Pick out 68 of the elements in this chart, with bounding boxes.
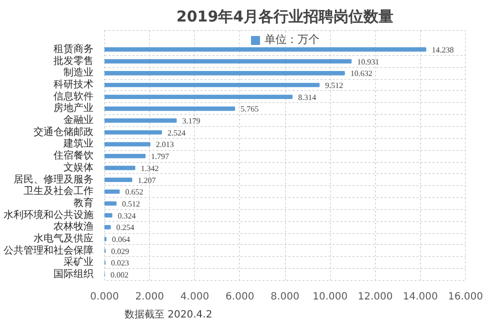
data-label: 14.238 xyxy=(432,45,454,54)
data-label: 1.207 xyxy=(138,176,156,185)
data-label: 3.179 xyxy=(182,116,200,126)
x-tick-label: 16.000 xyxy=(448,292,484,302)
y-tick-label: 卫生及社会工作 xyxy=(24,185,94,198)
bar xyxy=(104,106,236,111)
bar xyxy=(104,47,426,52)
data-label: 1.797 xyxy=(151,152,170,162)
bar xyxy=(104,142,150,146)
bar xyxy=(104,154,146,158)
y-tick-label: 国际组织 xyxy=(54,268,94,280)
y-tick-label: 教育 xyxy=(74,196,94,209)
data-label: 0.254 xyxy=(116,223,134,232)
bar xyxy=(104,213,112,218)
y-tick-label: 采矿业 xyxy=(64,256,94,268)
x-tick-label: 6.000 xyxy=(226,292,254,302)
data-label: 5.765 xyxy=(240,104,259,114)
data-label: 10.632 xyxy=(350,69,372,78)
x-tick-label: 10.000 xyxy=(312,292,348,302)
legend-label: 单位：万个 xyxy=(264,32,320,47)
y-tick-label: 住宿餐饮 xyxy=(54,150,94,162)
data-label: 0.512 xyxy=(122,199,140,208)
data-label: 0.023 xyxy=(111,258,130,268)
y-tick-label: 居民、修理及服务 xyxy=(14,173,94,186)
bar xyxy=(104,82,320,88)
y-tick-label: 建筑业 xyxy=(62,138,94,150)
x-tick-label: 2.000 xyxy=(135,292,164,302)
y-tick-label: 农林牧渔 xyxy=(54,220,94,233)
data-label: 0.324 xyxy=(118,211,136,220)
x-tick-label: 12.000 xyxy=(358,292,393,302)
bar xyxy=(104,118,177,123)
data-label: 1.342 xyxy=(140,164,159,173)
y-tick-label: 信息软件 xyxy=(54,90,94,102)
x-tick-label: 0.000 xyxy=(90,292,119,302)
bar xyxy=(104,70,345,76)
y-tick-label: 批发零售 xyxy=(54,54,94,67)
y-tick-label: 金融业 xyxy=(64,114,94,126)
x-tick-label: 8.000 xyxy=(270,292,300,302)
bar xyxy=(104,94,293,100)
bar xyxy=(104,59,352,64)
data-label: 9.512 xyxy=(325,81,344,90)
data-label: 2.524 xyxy=(167,128,186,138)
y-tick-label: 文娱体 xyxy=(64,161,94,174)
chart-title: 2019年4月各行业招聘岗位数量 xyxy=(176,8,394,26)
x-tick-label: 4.000 xyxy=(180,292,210,302)
data-label: 0.064 xyxy=(112,235,130,244)
x-tick-label: 14.000 xyxy=(402,292,438,302)
y-tick-label: 科研技术 xyxy=(54,78,94,90)
y-tick-label: 房地产业 xyxy=(54,102,94,114)
data-label: 0.029 xyxy=(111,246,130,256)
data-label: 2.013 xyxy=(156,140,174,150)
data-label: 8.314 xyxy=(298,92,316,102)
bar xyxy=(104,166,136,170)
data-label: 0.652 xyxy=(125,188,144,197)
bar xyxy=(104,178,132,182)
bar xyxy=(104,130,162,135)
y-tick-label: 交通仓储邮政 xyxy=(34,126,94,138)
bar xyxy=(104,225,111,230)
bar xyxy=(104,189,120,194)
y-tick-label: 水利环境和公共设施 xyxy=(4,208,94,221)
y-tick-label: 制造业 xyxy=(64,66,94,79)
y-tick-label: 租赁商务 xyxy=(54,42,94,55)
data-label: 10.931 xyxy=(357,57,380,66)
data-label: 0.002 xyxy=(110,270,129,280)
text: 数据截至 2020.4.2 xyxy=(124,308,212,320)
bar xyxy=(104,201,117,206)
y-tick-label: 水电气及供应 xyxy=(34,232,94,245)
y-tick-label: 公共管理和社会保障 xyxy=(4,244,94,256)
